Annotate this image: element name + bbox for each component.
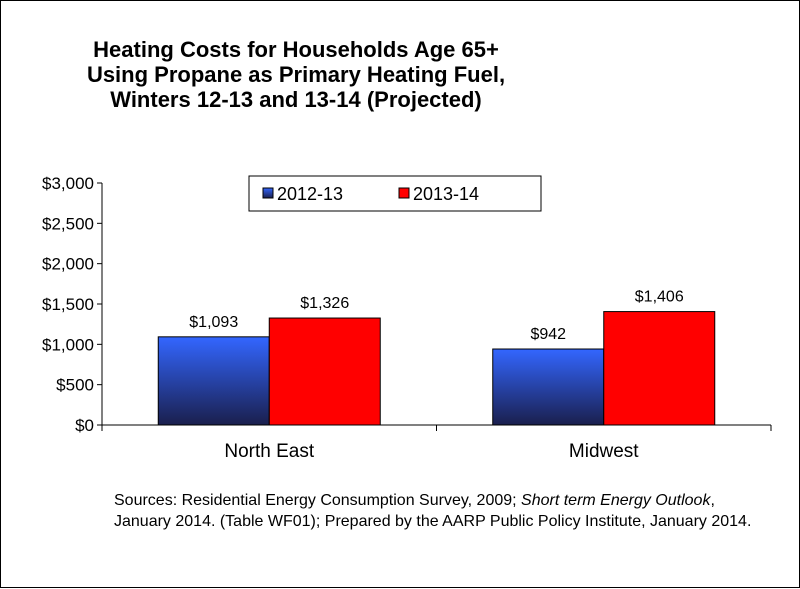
y-tick-label: $1,500 bbox=[42, 295, 94, 314]
legend-box bbox=[248, 175, 542, 212]
y-tick-label: $0 bbox=[75, 416, 94, 435]
y-tick-label: $500 bbox=[56, 376, 94, 395]
legend-label-2013-14: 2013-14 bbox=[413, 184, 479, 204]
title-line-3: Winters 12-13 and 13-14 (Projected) bbox=[110, 87, 482, 112]
chart-title: Heating Costs for Households Age 65+ Usi… bbox=[61, 37, 531, 112]
source-text-2: , January 2014. (Table WF01); Prepared b… bbox=[114, 492, 752, 530]
y-tick-label: $2,000 bbox=[42, 255, 94, 274]
x-category-label: North East bbox=[224, 441, 314, 462]
y-tick-label: $2,500 bbox=[42, 214, 94, 233]
legend-swatch-2012-13 bbox=[262, 187, 274, 199]
legend-label-2012-13: 2012-13 bbox=[277, 184, 343, 204]
y-tick-label: $1,000 bbox=[42, 335, 94, 354]
bar-2012-13 bbox=[492, 348, 605, 426]
legend-swatch-2013-14 bbox=[398, 187, 410, 199]
x-category-label: Midwest bbox=[569, 441, 639, 462]
source-text-1: Sources: Residential Energy Consumption … bbox=[114, 492, 522, 509]
bar-2012-13 bbox=[157, 336, 270, 426]
data-label: $1,406 bbox=[635, 289, 684, 306]
data-label: $1,093 bbox=[189, 314, 238, 331]
title-line-1: Heating Costs for Households Age 65+ bbox=[93, 37, 499, 62]
title-line-2: Using Propane as Primary Heating Fuel, bbox=[86, 62, 506, 87]
bar-2013-14 bbox=[268, 317, 381, 426]
source-note: Sources: Residential Energy Consumption … bbox=[114, 490, 764, 532]
y-tick-label: $3,000 bbox=[42, 174, 94, 193]
data-label: $1,326 bbox=[300, 295, 349, 312]
data-label: $942 bbox=[530, 326, 566, 343]
bar-2013-14 bbox=[603, 311, 716, 426]
source-italic-title: Short term Energy Outlook bbox=[521, 492, 711, 509]
